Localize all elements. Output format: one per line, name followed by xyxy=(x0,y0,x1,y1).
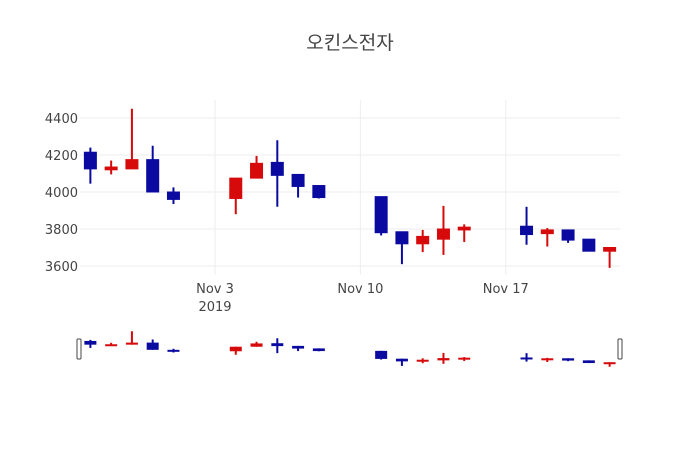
x-axis: Nov 3 2019 Nov 10 Nov 17 xyxy=(196,282,529,315)
candle-increasing[interactable] xyxy=(250,155,264,179)
y-tick-label: 4400 xyxy=(45,112,78,127)
candle-body xyxy=(312,185,326,199)
candle-body xyxy=(146,159,160,193)
candle-body xyxy=(416,235,430,245)
candle-decreasing[interactable] xyxy=(374,196,388,236)
candle-body xyxy=(436,228,450,240)
candle-increasing[interactable] xyxy=(229,177,243,215)
candle-decreasing[interactable] xyxy=(83,147,97,184)
gridlines xyxy=(80,100,620,275)
candle-decreasing[interactable] xyxy=(291,173,305,198)
candle-body xyxy=(520,225,534,236)
candle-decreasing[interactable] xyxy=(582,238,596,252)
candle-body xyxy=(166,191,180,200)
candle-body xyxy=(83,151,97,170)
candle-body xyxy=(582,238,596,252)
y-tick-label: 4000 xyxy=(45,186,78,201)
candle-body xyxy=(229,177,243,199)
range-slider[interactable] xyxy=(76,331,623,367)
candle-decreasing[interactable] xyxy=(395,231,409,265)
range-slider-right-handle[interactable] xyxy=(617,338,623,360)
range-slider-left-handle[interactable] xyxy=(76,338,82,360)
candle-decreasing[interactable] xyxy=(166,187,180,205)
candle-body xyxy=(603,247,617,252)
candle-decreasing[interactable] xyxy=(146,145,160,193)
candle-increasing[interactable] xyxy=(125,108,139,170)
candle-increasing[interactable] xyxy=(416,229,430,253)
candle-body xyxy=(291,173,305,187)
candle-increasing[interactable] xyxy=(436,205,450,255)
candle-decreasing[interactable] xyxy=(270,140,284,207)
candle-body xyxy=(540,229,554,235)
candle-decreasing[interactable] xyxy=(520,206,534,245)
x-tick-label: Nov 3 xyxy=(196,282,234,297)
y-axis: 3600 3800 4000 4200 4400 xyxy=(45,112,78,275)
y-tick-label: 3600 xyxy=(45,260,78,275)
main-plot-area[interactable] xyxy=(83,108,617,268)
y-tick-label: 4200 xyxy=(45,149,78,164)
candle-decreasing[interactable] xyxy=(561,229,575,243)
candle-body xyxy=(561,229,575,241)
candle-body xyxy=(104,166,118,171)
candle-increasing[interactable] xyxy=(603,247,617,268)
x-tick-year-label: 2019 xyxy=(198,300,231,315)
candle-increasing[interactable] xyxy=(457,224,471,242)
candle-decreasing[interactable] xyxy=(312,185,326,199)
candle-body xyxy=(125,159,139,170)
candle-body xyxy=(457,226,471,231)
range-slider-preview xyxy=(84,331,616,367)
candle-body xyxy=(374,196,388,234)
y-tick-label: 3800 xyxy=(45,223,78,238)
candle-increasing[interactable] xyxy=(104,160,118,175)
candle-body xyxy=(270,161,284,176)
x-tick-label: Nov 17 xyxy=(483,282,529,297)
x-tick-label: Nov 10 xyxy=(337,282,383,297)
chart-title: 오킨스전자 xyxy=(306,32,393,54)
candle-body xyxy=(250,162,264,179)
candle-body xyxy=(395,231,409,245)
candle-increasing[interactable] xyxy=(540,228,554,247)
